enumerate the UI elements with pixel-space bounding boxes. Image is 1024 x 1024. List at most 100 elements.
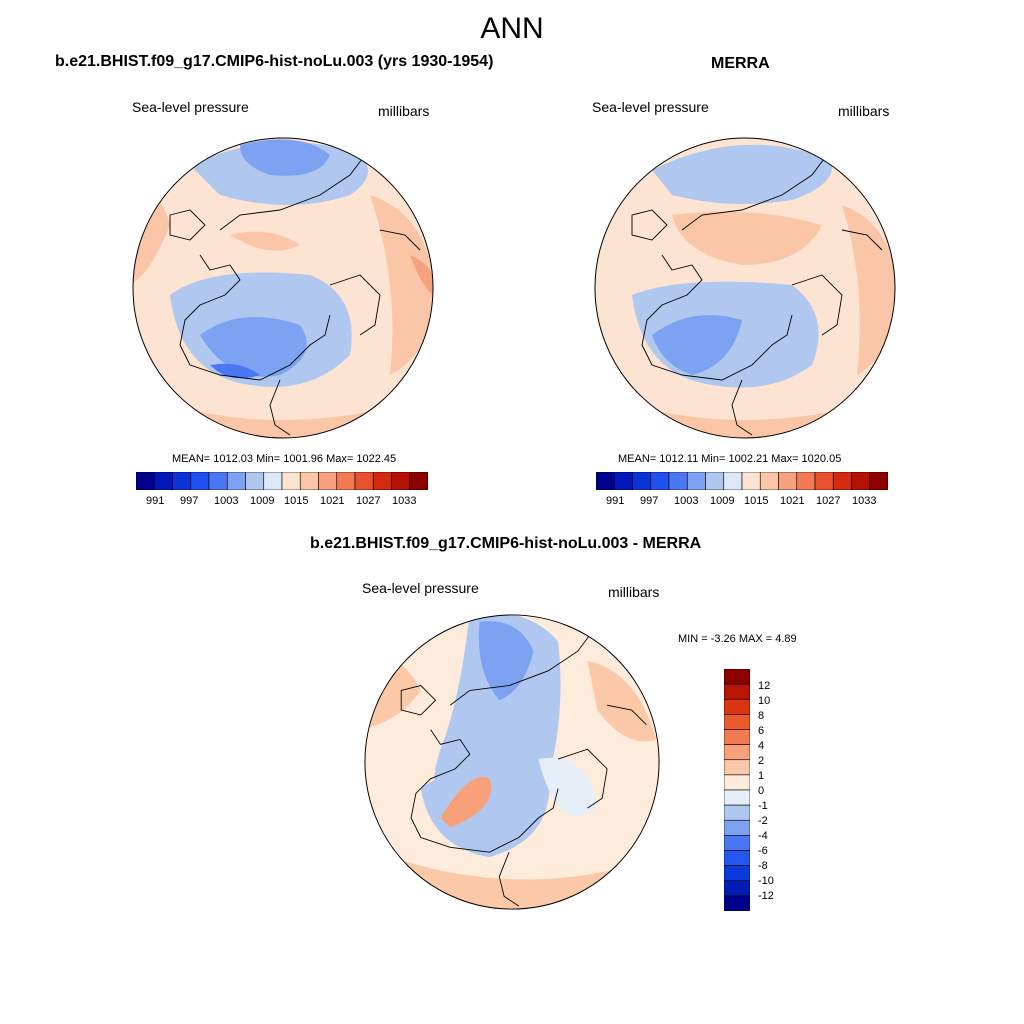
colorbar-cell bbox=[391, 472, 411, 490]
colorbar-cell bbox=[724, 789, 750, 806]
colorbar-cell bbox=[869, 472, 888, 490]
colorbar-cell bbox=[336, 472, 356, 490]
colorbar-cell bbox=[723, 472, 743, 490]
colorbar-cell bbox=[190, 472, 210, 490]
colorbar-cell bbox=[796, 472, 816, 490]
colorbar-tick-label: 997 bbox=[180, 495, 199, 507]
colorbar-cell bbox=[226, 472, 246, 490]
right-units-label: millibars bbox=[838, 103, 890, 119]
colorbar-cell bbox=[372, 472, 392, 490]
colorbar-cell bbox=[851, 472, 871, 490]
colorbar-cell bbox=[724, 744, 750, 761]
colorbar-tick-label: -12 bbox=[758, 890, 774, 902]
left-panel-title: b.e21.BHIST.f09_g17.CMIP6-hist-noLu.003 … bbox=[55, 53, 494, 70]
colorbar-cell bbox=[724, 698, 750, 715]
colorbar-tick-label: 991 bbox=[606, 495, 625, 507]
colorbar-cell bbox=[650, 472, 670, 490]
colorbar-cell bbox=[724, 714, 750, 730]
colorbar-cell bbox=[263, 472, 283, 490]
right-colorbar bbox=[596, 472, 888, 490]
diff-panel-title: b.e21.BHIST.f09_g17.CMIP6-hist-noLu.003 … bbox=[310, 535, 702, 552]
diff-colorbar-ticks: 12 10 8 6 4 2 1 0 -1 -2 -4 -6 -8 -10 -12 bbox=[758, 674, 798, 904]
colorbar-tick-label: -2 bbox=[758, 815, 768, 827]
colorbar-tick-label: 6 bbox=[758, 725, 765, 737]
colorbar-cell bbox=[172, 472, 192, 490]
colorbar-tick-label: 2 bbox=[758, 755, 765, 767]
colorbar-tick-label: 1021 bbox=[780, 495, 805, 507]
colorbar-tick-label: 1015 bbox=[284, 495, 309, 507]
colorbar-tick-label: 12 bbox=[758, 680, 771, 692]
colorbar-tick-label: 991 bbox=[146, 495, 165, 507]
colorbar-tick-label: 4 bbox=[758, 740, 765, 752]
colorbar-cell bbox=[832, 472, 852, 490]
right-colorbar-ticks: 991 997 1003 1009 1015 1021 1027 1033 bbox=[596, 495, 888, 509]
colorbar-cell bbox=[759, 472, 779, 490]
colorbar-cell bbox=[724, 850, 750, 866]
colorbar-cell bbox=[613, 472, 633, 490]
colorbar-tick-label: 1009 bbox=[710, 495, 735, 507]
colorbar-tick-label: 1009 bbox=[250, 495, 275, 507]
left-colorbar bbox=[136, 472, 428, 490]
colorbar-cell bbox=[136, 472, 155, 490]
colorbar-cell bbox=[724, 729, 750, 745]
colorbar-cell bbox=[724, 804, 750, 821]
colorbar-tick-label: 8 bbox=[758, 710, 765, 722]
colorbar-cell bbox=[686, 472, 706, 490]
colorbar-cell bbox=[724, 835, 750, 851]
colorbar-cell bbox=[668, 472, 688, 490]
colorbar-cell bbox=[724, 759, 750, 776]
colorbar-tick-label: 10 bbox=[758, 695, 771, 707]
colorbar-cell bbox=[632, 472, 652, 490]
colorbar-tick-label: 1027 bbox=[356, 495, 381, 507]
colorbar-tick-label: 0 bbox=[758, 785, 765, 797]
colorbar-cell bbox=[354, 472, 374, 490]
colorbar-cell bbox=[724, 774, 750, 791]
colorbar-tick-label: -4 bbox=[758, 830, 768, 842]
colorbar-cell bbox=[208, 472, 228, 490]
colorbar-tick-label: 1033 bbox=[392, 495, 417, 507]
colorbar-cell bbox=[409, 472, 428, 490]
colorbar-tick-label: 1027 bbox=[816, 495, 841, 507]
left-units-label: millibars bbox=[378, 103, 430, 119]
right-stats: MEAN= 1012.11 Min= 1002.21 Max= 1020.05 bbox=[618, 453, 842, 465]
colorbar-tick-label: 1021 bbox=[320, 495, 345, 507]
colorbar-tick-label: 1003 bbox=[674, 495, 699, 507]
colorbar-cell bbox=[724, 669, 750, 685]
diff-variable-label: Sea-level pressure bbox=[362, 580, 479, 596]
left-stats: MEAN= 1012.03 Min= 1001.96 Max= 1022.45 bbox=[172, 453, 397, 465]
diff-stats: MIN = -3.26 MAX = 4.89 bbox=[678, 633, 797, 645]
colorbar-cell bbox=[741, 472, 761, 490]
colorbar-cell bbox=[724, 895, 750, 911]
right-polar-map bbox=[594, 137, 896, 439]
colorbar-cell bbox=[245, 472, 265, 490]
colorbar-cell bbox=[724, 865, 750, 882]
colorbar-cell bbox=[724, 819, 750, 836]
left-colorbar-ticks: 991 997 1003 1009 1015 1021 1027 1033 bbox=[136, 495, 428, 509]
colorbar-tick-label: 1003 bbox=[214, 495, 239, 507]
diff-units-label: millibars bbox=[608, 584, 660, 600]
colorbar-cell bbox=[153, 472, 173, 490]
left-polar-map bbox=[132, 137, 434, 439]
colorbar-cell bbox=[299, 472, 319, 490]
colorbar-tick-label: -8 bbox=[758, 860, 768, 872]
colorbar-cell bbox=[814, 472, 834, 490]
colorbar-tick-label: -6 bbox=[758, 845, 768, 857]
colorbar-cell bbox=[724, 880, 750, 897]
colorbar-tick-label: 1 bbox=[758, 770, 765, 782]
right-panel-title: MERRA bbox=[711, 55, 770, 72]
figure-title: ANN bbox=[480, 12, 544, 45]
colorbar-cell bbox=[281, 472, 301, 490]
colorbar-tick-label: 997 bbox=[640, 495, 659, 507]
colorbar-tick-label: 1033 bbox=[852, 495, 877, 507]
colorbar-cell bbox=[778, 472, 798, 490]
left-variable-label: Sea-level pressure bbox=[132, 99, 249, 115]
colorbar-tick-label: 1015 bbox=[744, 495, 769, 507]
colorbar-cell bbox=[318, 472, 338, 490]
right-variable-label: Sea-level pressure bbox=[592, 99, 709, 115]
colorbar-tick-label: -10 bbox=[758, 875, 774, 887]
colorbar-cell bbox=[724, 683, 750, 700]
colorbar-cell bbox=[596, 472, 615, 490]
colorbar-tick-label: -1 bbox=[758, 800, 768, 812]
colorbar-cell bbox=[705, 472, 725, 490]
diff-polar-map bbox=[364, 614, 660, 910]
